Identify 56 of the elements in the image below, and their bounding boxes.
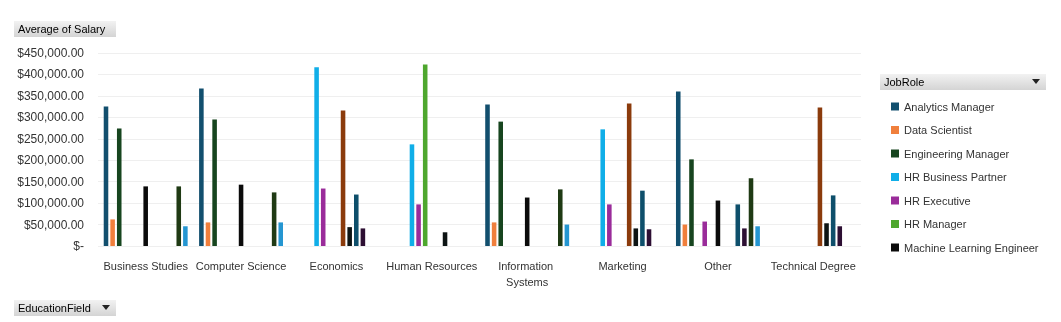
legend-label: HR Manager bbox=[904, 218, 967, 230]
y-tick-label: $450,000.00 bbox=[17, 46, 85, 60]
bar bbox=[354, 194, 359, 246]
bar bbox=[183, 226, 188, 246]
bar bbox=[347, 227, 352, 246]
bar bbox=[498, 121, 504, 246]
bar bbox=[607, 204, 612, 246]
bar bbox=[557, 189, 563, 246]
bar bbox=[702, 221, 707, 246]
bar bbox=[742, 228, 747, 246]
bar bbox=[633, 228, 639, 246]
x-tick-label: Human Resources bbox=[386, 260, 478, 272]
y-tick-label: $50,000.00 bbox=[23, 217, 85, 232]
bar bbox=[735, 204, 741, 246]
legend-label: Analytics Manager bbox=[904, 100, 995, 113]
bar bbox=[278, 222, 284, 246]
y-tick-label: $- bbox=[73, 239, 84, 253]
bar bbox=[176, 186, 182, 246]
y-axis-title: Average of Salary bbox=[14, 21, 116, 37]
x-tick-label: Information Systems bbox=[498, 260, 557, 288]
bar bbox=[212, 119, 217, 246]
legend-label: Machine Learning Engineer bbox=[904, 241, 1039, 254]
bar bbox=[485, 104, 490, 246]
x-tick-label: Other bbox=[704, 260, 733, 272]
bar bbox=[116, 128, 122, 246]
bar bbox=[314, 67, 319, 246]
bar bbox=[837, 226, 843, 246]
bar bbox=[199, 88, 204, 246]
legend-label: Engineering Manager bbox=[904, 147, 1010, 160]
y-tick-label: $400,000.00 bbox=[17, 67, 85, 82]
legend-label: Data Scientist bbox=[904, 124, 972, 136]
y-tick-label: $250,000.00 bbox=[17, 131, 85, 146]
bar bbox=[600, 129, 605, 246]
bar bbox=[360, 228, 366, 246]
bar bbox=[143, 186, 148, 246]
x-tick-label: Marketing bbox=[598, 260, 647, 272]
y-tick-label: $350,000.00 bbox=[17, 88, 85, 103]
bar bbox=[675, 91, 681, 246]
x-tick-label: Economics bbox=[309, 260, 364, 272]
x-tick-label: Computer Science bbox=[195, 260, 287, 272]
bar bbox=[640, 190, 645, 246]
x-tick-label: Technical Degree bbox=[770, 260, 856, 272]
x-axis-title: EducationField bbox=[14, 300, 116, 316]
y-tick-label: $200,000.00 bbox=[17, 153, 85, 168]
bar bbox=[110, 219, 115, 246]
y-tick-label: $150,000.00 bbox=[17, 174, 85, 189]
legend-label: HR Executive bbox=[904, 194, 971, 207]
bar bbox=[824, 223, 829, 246]
legend-label: HR Business Partner bbox=[904, 171, 1008, 183]
bar bbox=[755, 226, 760, 246]
bar bbox=[689, 159, 694, 246]
y-tick-label: $300,000.00 bbox=[17, 110, 85, 125]
bar bbox=[416, 204, 421, 246]
legend-title: JobRole bbox=[880, 74, 1046, 90]
x-tick-label: Business Studies bbox=[103, 260, 189, 272]
y-tick-label: $100,000.00 bbox=[17, 196, 85, 211]
